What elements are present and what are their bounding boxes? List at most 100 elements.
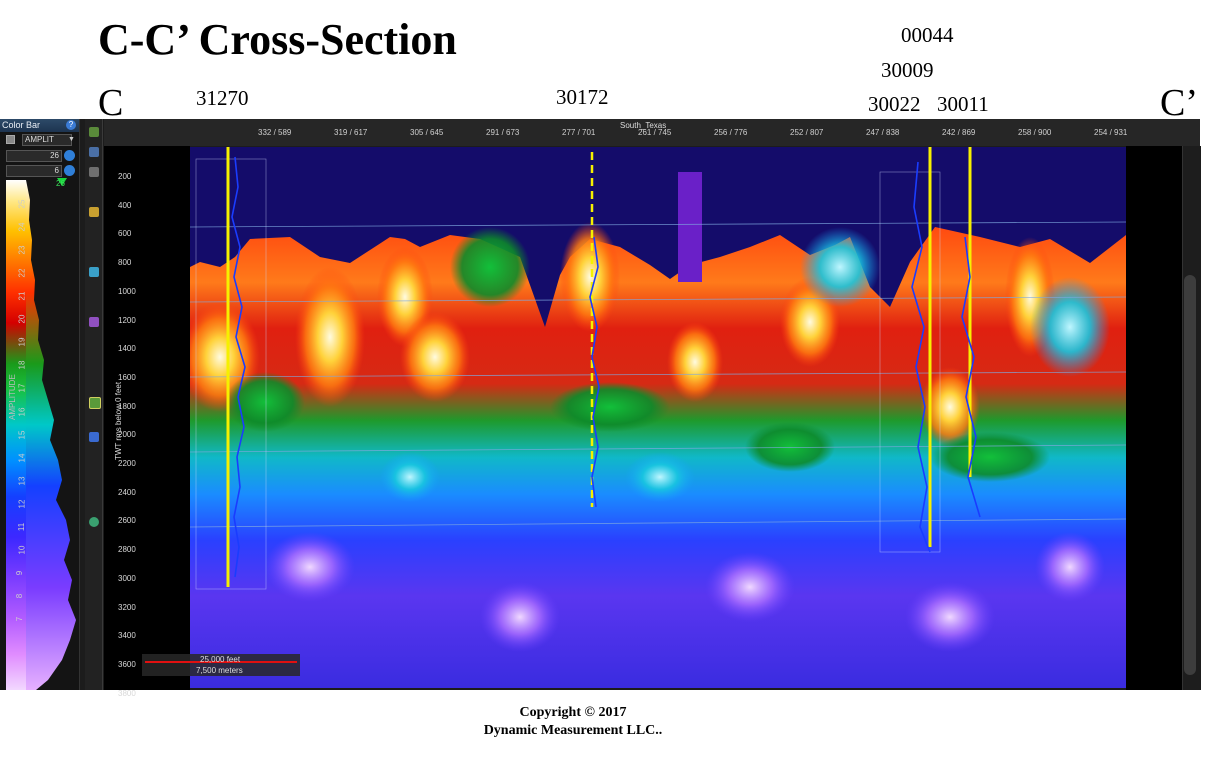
seismic-image <box>190 147 1126 688</box>
ruler-label: 254 / 931 <box>1094 128 1128 137</box>
well-log-30011 <box>961 236 981 518</box>
refresh-min-icon[interactable] <box>64 165 75 176</box>
color-bar-tick: 13 <box>17 476 27 486</box>
time-axis-tick: 1800 <box>118 401 136 411</box>
color-bar-tick: 22 <box>17 268 27 278</box>
well-label-30172: 30172 <box>556 85 609 109</box>
measure-tool-icon[interactable] <box>89 267 99 277</box>
time-axis-tick: 3000 <box>118 573 136 583</box>
max-value-input[interactable]: 26 <box>6 150 62 162</box>
settings-icon[interactable] <box>89 517 99 527</box>
time-axis-tick: 1400 <box>118 344 136 354</box>
color-bar-tick: 14 <box>17 453 27 463</box>
well-tracks <box>195 147 981 590</box>
collapse-icon[interactable] <box>6 135 15 144</box>
ruler-label: 319 / 617 <box>334 128 368 137</box>
trace-ruler: 332 / 589 319 / 617 305 / 645 291 / 673 277 … <box>188 128 1128 140</box>
ruler-label: 305 / 645 <box>410 128 444 137</box>
attribute-select[interactable]: AMPLIT <box>22 134 72 146</box>
time-axis-tick: 600 <box>118 229 132 239</box>
color-bar-tick: 10 <box>17 545 27 555</box>
well-log-30009 <box>911 161 931 553</box>
min-value-input[interactable]: 6 <box>6 165 62 177</box>
zoom-in-icon[interactable] <box>89 147 99 157</box>
ruler-label: 291 / 673 <box>486 128 520 137</box>
well-label-00044: 00044 <box>901 23 954 47</box>
section-name: South_Texas <box>620 121 667 130</box>
section-header-bar <box>104 119 1200 146</box>
marker-value: 26 <box>56 179 65 188</box>
ruler-label: 242 / 869 <box>942 128 976 137</box>
color-bar-tick: 19 <box>17 337 27 347</box>
section-start-label: C <box>98 82 124 124</box>
ruler-label: 258 / 900 <box>1018 128 1052 137</box>
well-label-30011: 30011 <box>937 92 989 116</box>
well-label-30009: 30009 <box>881 58 934 82</box>
amplitude-blobs <box>190 222 1110 652</box>
color-bar-tick: 9 <box>15 570 25 576</box>
help-icon[interactable]: ? <box>66 120 76 130</box>
time-axis-tick: 2400 <box>118 487 136 497</box>
scale-feet: 25,000 feet <box>200 655 241 664</box>
ruler-label: 247 / 838 <box>866 128 900 137</box>
well-log-31270 <box>231 156 246 578</box>
color-bar-tick: 25 <box>17 199 27 209</box>
layer-tool-icon[interactable] <box>89 317 99 327</box>
well-label-30022: 30022 <box>868 92 921 116</box>
refresh-max-icon[interactable] <box>64 150 75 161</box>
time-axis-tick: 3600 <box>118 659 136 669</box>
color-bar-tick: 15 <box>17 430 27 439</box>
time-axis-tick: 2000 <box>118 430 136 440</box>
section-end-label: C’ <box>1160 82 1198 124</box>
time-axis-tick: 400 <box>118 200 132 210</box>
color-bar-tick: 20 <box>17 314 27 324</box>
ruler-label: 332 / 589 <box>258 128 292 137</box>
color-ramp <box>6 180 26 690</box>
color-bar-tick: 21 <box>17 291 27 301</box>
amplitude-axis-label: AMPLITUDE <box>8 374 17 420</box>
color-bar-title: Color Bar <box>0 119 79 132</box>
ruler-label: 252 / 807 <box>790 128 824 137</box>
seismic-section-plot[interactable] <box>190 147 1126 688</box>
color-bar-tick: 18 <box>17 360 27 370</box>
company-name: Dynamic Measurement LLC.. <box>483 723 663 738</box>
pick-tool-icon[interactable] <box>89 207 99 217</box>
well-log-30172 <box>589 236 600 508</box>
color-bar-tick: 16 <box>17 407 27 416</box>
time-axis-tick: 2200 <box>118 459 136 468</box>
display-tool-icon[interactable] <box>89 397 101 409</box>
time-axis-tick: 1200 <box>118 315 136 325</box>
copyright-line: Copyright © 2017 <box>519 705 627 720</box>
time-axis-tick: 2800 <box>118 545 136 555</box>
tool-palette <box>85 119 103 690</box>
color-bar-tick: 11 <box>17 522 27 531</box>
time-axis-tick: 3400 <box>118 631 136 641</box>
select-tool-icon[interactable] <box>89 127 99 137</box>
pan-tool-icon[interactable] <box>89 167 99 177</box>
page-title: C-C’ Cross-Section <box>98 15 457 64</box>
scrollbar-thumb[interactable] <box>1184 275 1196 675</box>
color-bar-tick: 8 <box>15 593 25 599</box>
ruler-label: 261 / 745 <box>638 128 672 137</box>
ruler-label: 277 / 701 <box>562 128 596 137</box>
color-bar-tick: 17 <box>17 383 27 393</box>
color-bar-tick: 23 <box>17 245 27 255</box>
chevron-down-icon[interactable]: ▼ <box>68 136 75 143</box>
grid-tool-icon[interactable] <box>89 432 99 442</box>
well-label-31270: 31270 <box>196 86 249 110</box>
time-axis-tick: 1000 <box>118 286 136 296</box>
time-axis-title: TWT rms below 0 feet <box>114 381 123 460</box>
amplitude-histogram <box>26 180 76 690</box>
time-axis-tick: 1600 <box>118 372 136 382</box>
ruler-label: 256 / 776 <box>714 128 748 137</box>
time-axis-tick: 2600 <box>118 516 136 526</box>
scale-meters: 7,500 meters <box>196 666 243 675</box>
time-axis: 200 400 600 800 1000 1200 1400 1600 1800 2000 2200… <box>104 146 190 698</box>
time-axis-tick: 3200 <box>118 602 136 612</box>
time-axis-tick: 200 <box>118 172 132 181</box>
color-bar-tick: 7 <box>15 616 25 622</box>
color-bar-tick: 24 <box>17 222 27 232</box>
range-marker-icon[interactable] <box>57 178 67 186</box>
section-margin <box>1126 146 1182 690</box>
scale-bar-line <box>145 661 297 663</box>
